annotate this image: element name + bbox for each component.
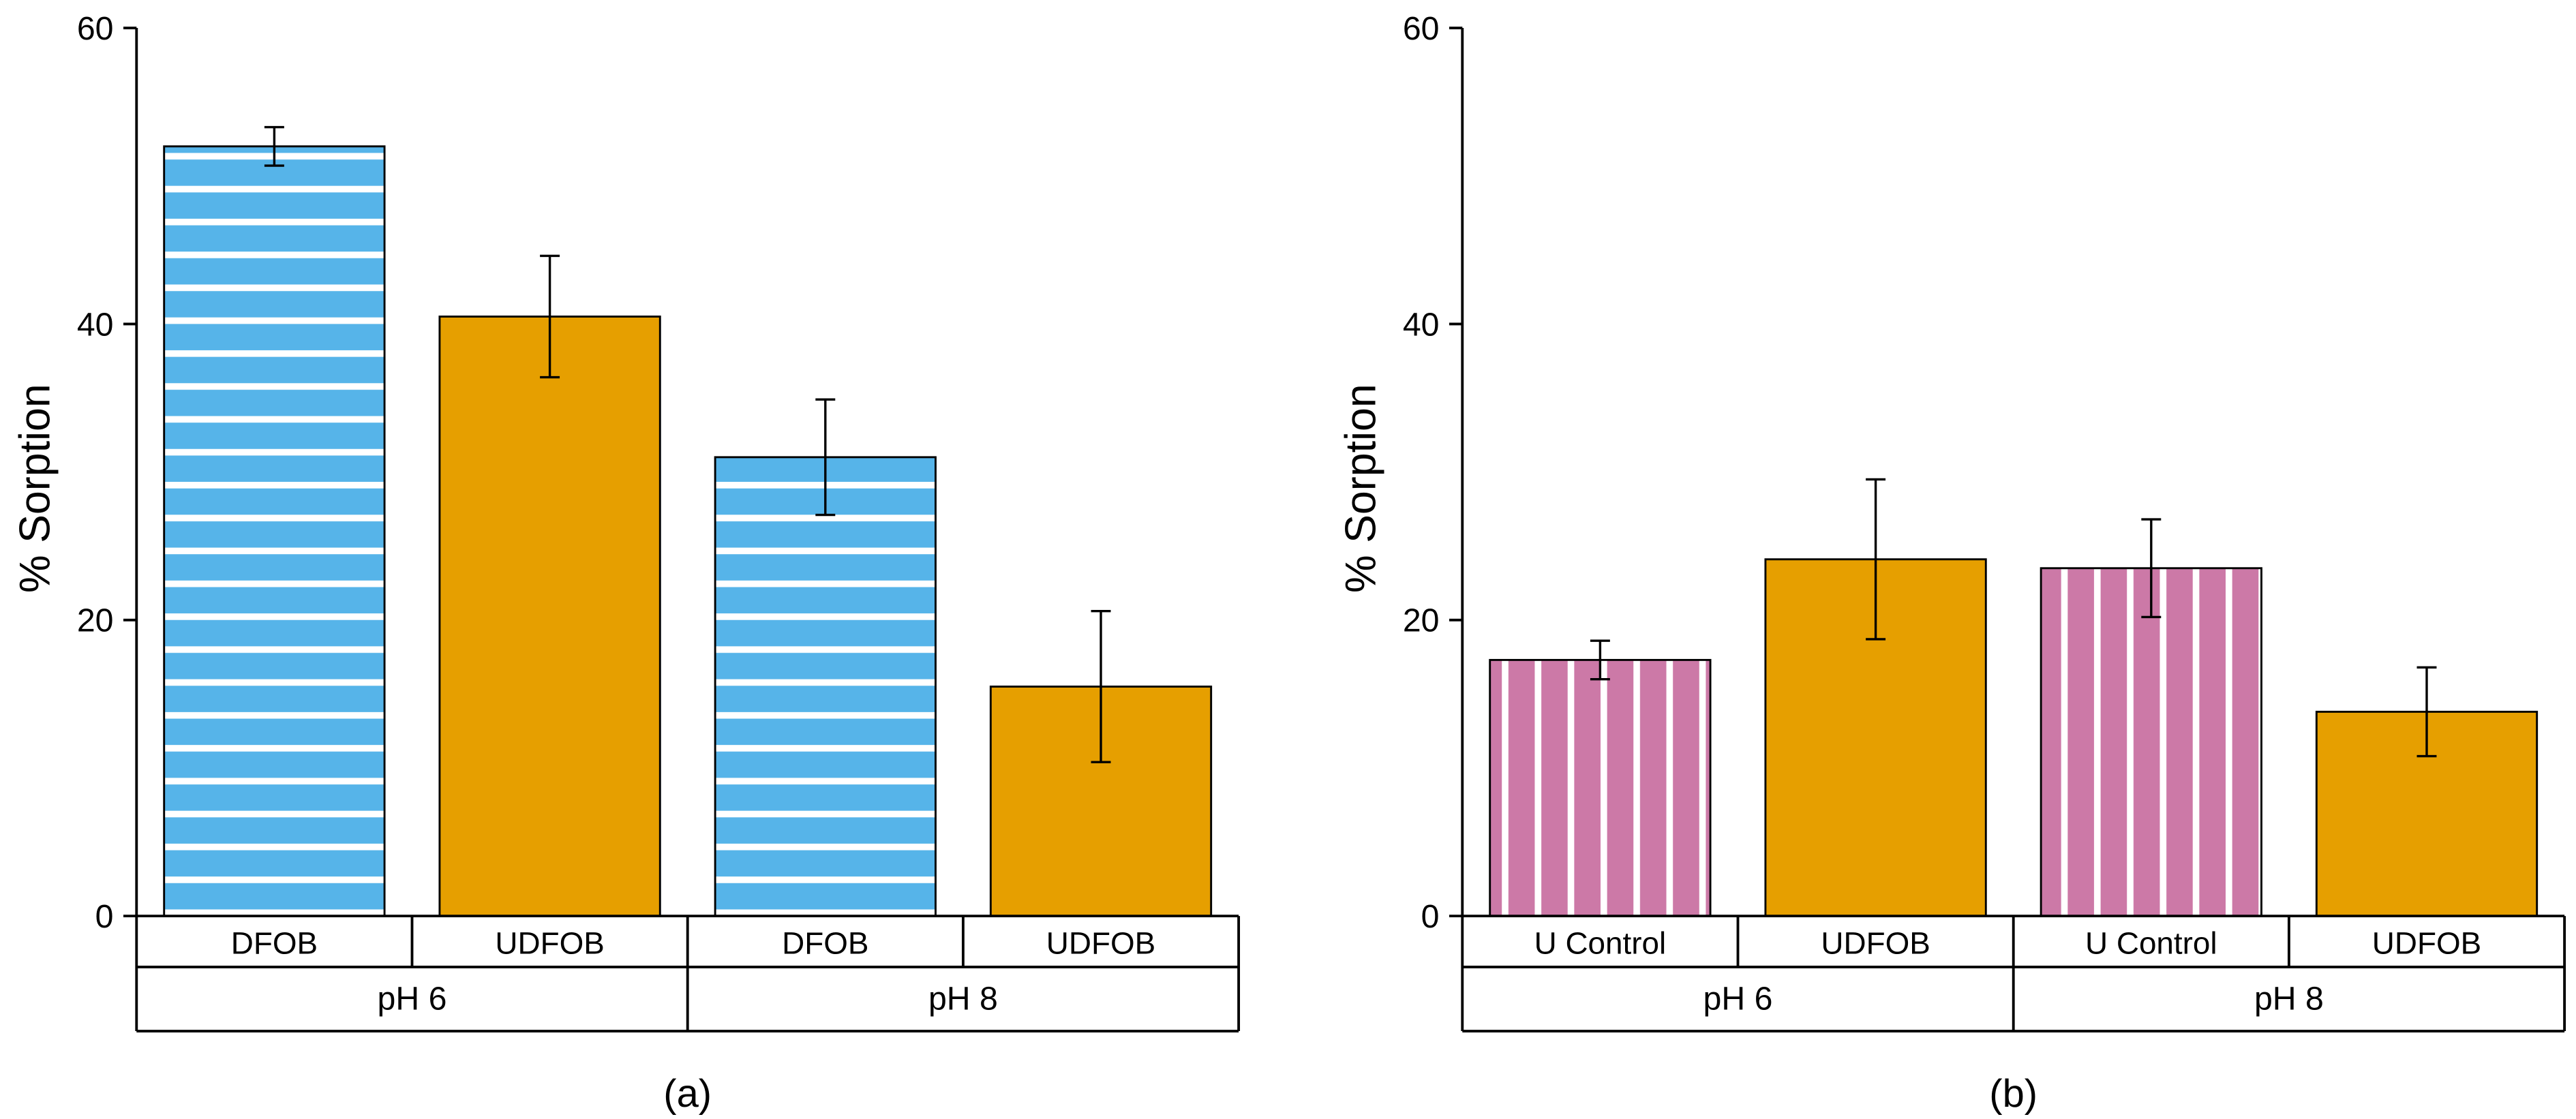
category-label: U Control [1534, 926, 1667, 961]
y-axis-title: % Sorption [11, 384, 59, 593]
category-label: UDFOB [1046, 926, 1155, 961]
y-tick-label: 20 [77, 602, 114, 639]
chart-panel-a: 0 20 40 60 % Sorption DFOB UDFOB DFOB UDFOB pH 6 p… [11, 10, 1241, 1116]
category-label: UDFOB [1821, 926, 1930, 961]
category-label: UDFOB [2372, 926, 2481, 961]
y-tick-label: 40 [1403, 306, 1440, 343]
y-tick-label: 60 [77, 10, 114, 47]
panel-label: (a) [663, 1072, 712, 1116]
y-tick-label: 60 [1403, 10, 1440, 47]
panel-label: (b) [1989, 1072, 2037, 1116]
category-label: DFOB [782, 926, 868, 961]
category-label: DFOB [231, 926, 318, 961]
y-tick-label: 40 [77, 306, 114, 343]
bar [714, 456, 937, 917]
group-label: pH 6 [1703, 981, 1773, 1017]
y-tick-label: 0 [95, 898, 114, 935]
group-label: pH 8 [2254, 981, 2324, 1017]
category-label: UDFOB [495, 926, 604, 961]
group-label: pH 8 [928, 981, 998, 1017]
y-tick-label: 20 [1403, 602, 1440, 639]
bar [438, 316, 661, 917]
category-label: U Control [2085, 926, 2217, 961]
chart-panel-b: 0 20 40 60 % Sorption U Control UDFOB U Control… [1337, 10, 2566, 1116]
y-tick-label: 0 [1421, 898, 1440, 935]
bar [163, 145, 386, 917]
group-label: pH 6 [378, 981, 447, 1017]
y-axis-title: % Sorption [1337, 384, 1384, 593]
bar [1489, 658, 1712, 917]
bar [2040, 567, 2262, 917]
